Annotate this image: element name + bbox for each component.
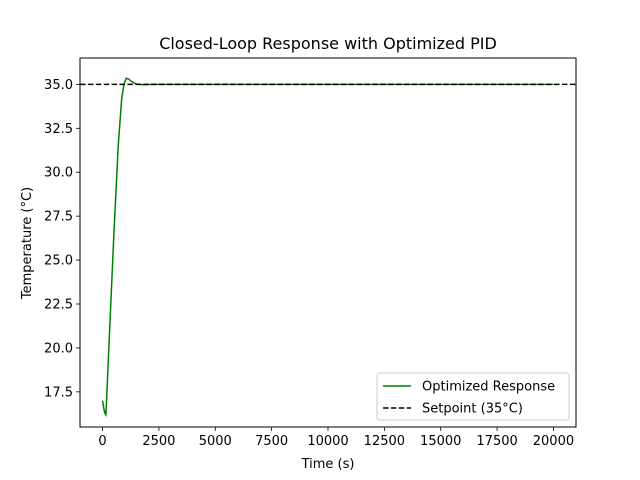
legend: Optimized Response Setpoint (35°C): [376, 372, 570, 421]
x-tick-label: 12500: [364, 434, 405, 449]
y-tick-label: 17.5: [44, 385, 73, 400]
x-axis: 0 2500 5000 7500 10000 12500 15000 17500 20000: [98, 427, 574, 449]
y-tick-label: 35.0: [44, 78, 73, 93]
y-tick-label: 32.5: [44, 122, 73, 137]
legend-label-1: Setpoint (35°C): [422, 402, 523, 417]
x-tick-label: 0: [98, 434, 106, 449]
legend-label-0: Optimized Response: [422, 380, 555, 395]
x-tick-label: 7500: [255, 434, 288, 449]
series-line-0: [101, 77, 554, 418]
y-axis: 17.5 20.0 22.5 25.0 27.5 30.0 32.5 35.0: [44, 78, 80, 400]
y-axis-label: Temperature (°C): [20, 187, 35, 300]
y-tick-label: 20.0: [44, 341, 73, 356]
x-tick-label: 5000: [199, 434, 232, 449]
x-axis-label: Time (s): [301, 457, 355, 472]
x-tick-label: 2500: [142, 434, 175, 449]
y-tick-label: 27.5: [44, 210, 73, 225]
chart-title: Closed-Loop Response with Optimized PID: [159, 34, 497, 53]
y-tick-label: 25.0: [44, 254, 73, 269]
legend-box: [376, 372, 570, 421]
y-tick-label: 30.0: [44, 166, 73, 181]
x-tick-label: 15000: [420, 434, 461, 449]
x-tick-label: 20000: [533, 434, 574, 449]
x-tick-label: 10000: [307, 434, 348, 449]
plot-area: [80, 77, 576, 418]
y-tick-label: 22.5: [44, 298, 73, 313]
plot-frame: [79, 57, 577, 428]
x-tick-label: 17500: [476, 434, 517, 449]
